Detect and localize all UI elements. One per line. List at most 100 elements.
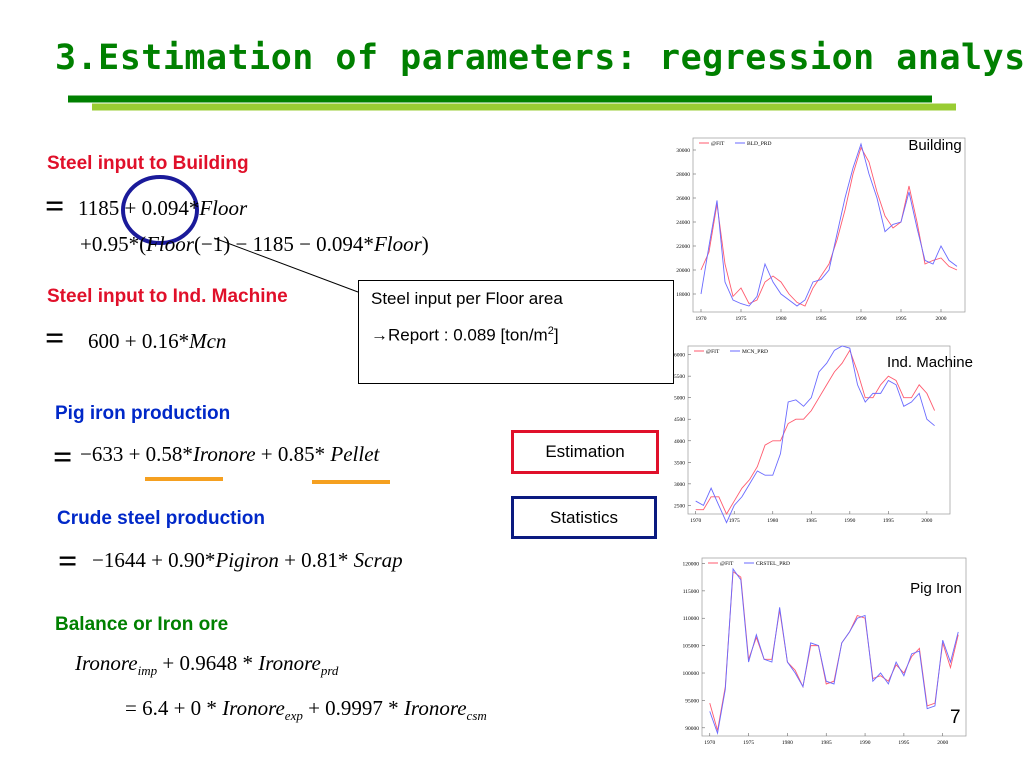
y-tick-label: 24000 — [676, 220, 690, 226]
y-tick-label: 90000 — [685, 726, 699, 732]
equation-term: 600 + 0.16* — [88, 329, 190, 353]
x-tick-label: 1985 — [816, 316, 827, 322]
x-tick-label: 2000 — [921, 518, 932, 524]
x-tick-label: 1980 — [767, 518, 778, 524]
y-tick-label: 3000 — [674, 482, 685, 488]
equation-term: −633 + 0.58* — [80, 442, 193, 466]
section-label: Balance or Iron ore — [55, 614, 229, 635]
equation-term: (−1) − 1185 − 0.094* — [193, 232, 374, 256]
y-tick-label: 2500 — [674, 503, 685, 509]
y-tick-label: 115000 — [683, 589, 700, 595]
x-tick-label: 1990 — [844, 518, 855, 524]
section-label: Steel input to Ind. Machine — [47, 286, 288, 307]
callout-text: Steel input per Floor area — [371, 289, 563, 308]
equation-variable: Floor — [146, 232, 194, 256]
equation-term: −1644 + 0.90* — [92, 548, 216, 572]
plot-frame — [692, 137, 966, 313]
equation-variable: Scrap — [353, 548, 403, 572]
y-tick-label: 26000 — [676, 196, 690, 202]
equation-term: 1185 + 0.094* — [78, 196, 200, 220]
series-line — [700, 146, 958, 307]
equation: −1644 + 0.90*Pigiron + 0.81* Scrap — [92, 548, 403, 573]
y-tick-label: 6000 — [674, 353, 685, 359]
y-tick-label: 105000 — [683, 644, 700, 650]
legend-label: BLD_PRD — [747, 141, 771, 147]
plot-frame — [687, 345, 951, 515]
plot-frame — [701, 557, 967, 737]
x-tick-label: 1980 — [776, 316, 787, 322]
callout: Steel input per Floor area →Report : 0.0… — [358, 280, 674, 384]
x-tick-label: 1975 — [736, 316, 747, 322]
estimation-button[interactable]: Estimation — [511, 430, 659, 474]
equation: +0.95*(Floor(−1) − 1185 − 0.094*Floor) — [80, 232, 429, 257]
y-tick-label: 28000 — [676, 172, 690, 178]
y-tick-label: 18000 — [676, 292, 690, 298]
series-line — [695, 349, 935, 515]
equation: 1185 + 0.094*Floor — [78, 196, 247, 221]
equals-sign: = — [58, 543, 78, 580]
slide-title: 3.Estimation of parameters: regression a… — [55, 38, 1024, 78]
chart-label: Building — [908, 137, 961, 154]
equation: −633 + 0.58*Ironore + 0.85* Pellet — [80, 442, 379, 467]
equation-term: + 0.9648 * — [157, 651, 259, 675]
y-tick-label: 5000 — [674, 396, 685, 402]
y-tick-label: 95000 — [685, 698, 699, 704]
equation: = 6.4 + 0 * Ironoreexp + 0.9997 * Ironor… — [125, 696, 487, 724]
y-tick-label: 22000 — [676, 244, 690, 250]
chart-label: Pig Iron — [910, 580, 962, 597]
equals-sign: = — [53, 439, 73, 476]
x-tick-label: 1990 — [856, 316, 867, 322]
equation-term: + 0.85* — [255, 442, 331, 466]
equation-term: + 0.9997 * — [302, 696, 404, 720]
equals-sign: = — [45, 320, 65, 357]
equation: 600 + 0.16*Mcn — [88, 329, 226, 354]
x-tick-label: 2000 — [936, 316, 947, 322]
equation-term: +0.95*( — [80, 232, 147, 256]
x-tick-label: 1995 — [896, 316, 907, 322]
y-tick-label: 4000 — [674, 439, 685, 445]
callout-text: →Report : 0.089 [ton/m — [371, 325, 548, 345]
x-tick-label: 1985 — [806, 518, 817, 524]
equation-term: = 6.4 + 0 * — [125, 696, 223, 720]
section-label: Pig iron production — [55, 403, 231, 424]
section-label: Crude steel production — [57, 508, 265, 529]
y-tick-label: 20000 — [676, 268, 690, 274]
highlight-ellipse — [121, 175, 199, 245]
y-tick-label: 110000 — [683, 616, 700, 622]
section-label: Steel input to Building — [47, 153, 249, 174]
x-tick-label: 1975 — [729, 518, 740, 524]
callout-text: ] — [553, 325, 559, 345]
equation-variable: Ironore — [75, 651, 138, 675]
x-tick-label: 1970 — [690, 518, 701, 524]
x-tick-label: 1980 — [782, 740, 793, 746]
legend-label: MCN_PRD — [742, 349, 768, 355]
equation-subscript: csm — [466, 708, 487, 724]
series-line — [700, 142, 958, 307]
x-tick-label: 1985 — [821, 740, 832, 746]
statistics-button[interactable]: Statistics — [511, 496, 657, 539]
y-tick-label: 3500 — [674, 460, 685, 466]
superscript: 2 — [547, 325, 554, 337]
equation-variable: Floor — [373, 232, 422, 256]
legend-label: CRSTEL_PRD — [756, 561, 790, 567]
y-tick-label: 100000 — [683, 671, 700, 677]
y-tick-label: 5500 — [674, 374, 685, 380]
series-line — [695, 345, 935, 524]
equation-variable: Floor — [199, 196, 248, 220]
equals-sign: = — [45, 188, 65, 225]
equation-variable: Pigiron — [215, 548, 279, 572]
equation-variable: Ironore — [258, 651, 321, 675]
y-tick-label: 120000 — [683, 561, 700, 567]
series-line — [709, 567, 959, 736]
equation-variable: Pellet — [330, 442, 380, 466]
x-tick-label: 2000 — [937, 740, 948, 746]
legend-label: @FIT — [711, 141, 725, 147]
x-tick-label: 1990 — [860, 740, 871, 746]
legend-label: @FIT — [706, 349, 720, 355]
y-tick-label: 4500 — [674, 417, 685, 423]
equation-subscript: prd — [320, 663, 339, 679]
chart-label: Ind. Machine — [887, 354, 973, 371]
